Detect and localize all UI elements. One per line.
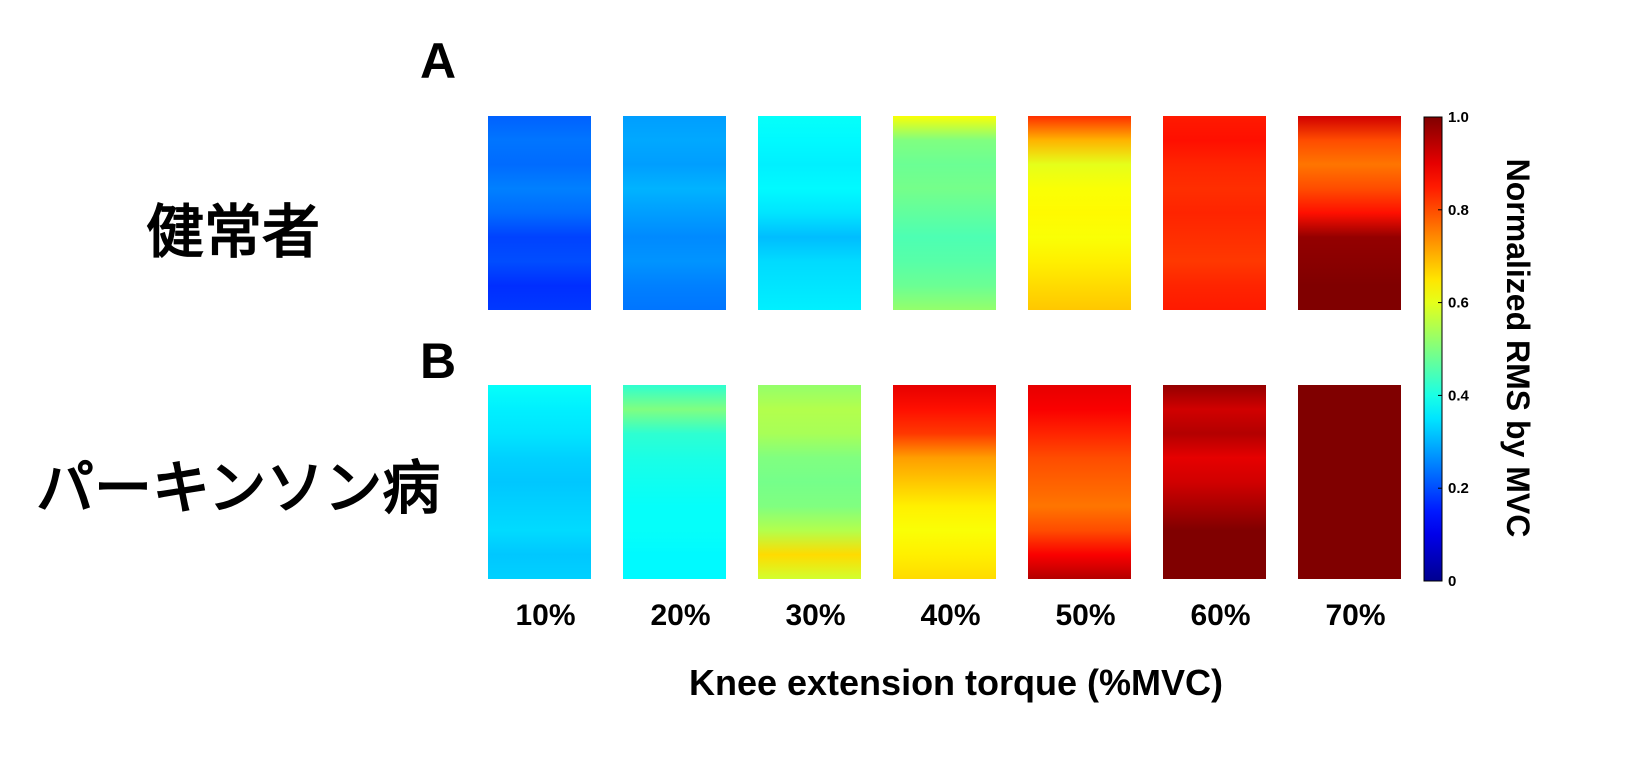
heatmap-cell-a-40pct [893,116,996,310]
colorbar-tick-label: 0 [1448,573,1456,590]
heatmap-cell-b-10pct [488,385,591,579]
panel-letter-b: B [420,333,457,389]
colorbar-gradient [1423,116,1443,582]
heatmap-cell-b-30pct [758,385,861,579]
heatmap-cell-a-10pct [488,116,591,310]
heatmap-cell-a-50pct [1028,116,1131,310]
colorbar-tick-label: 0.8 [1448,202,1469,219]
x-axis-label: Knee extension torque (%MVC) [689,662,1223,703]
heatmap-cell-b-60pct [1163,385,1266,579]
heatmap-cell-b-20pct [623,385,726,579]
group-label-healthy: 健常者 [146,198,321,266]
colorbar-tick-label: 1.0 [1448,109,1469,126]
x-tick-label: 30% [785,599,845,632]
panel-letter-a: A [420,33,457,89]
x-tick-label: 50% [1055,599,1115,632]
x-tick-label: 20% [650,599,710,632]
x-tick-label: 40% [920,599,980,632]
heatmap-cell-a-70pct [1298,116,1401,310]
heatmap-cell-a-30pct [758,116,861,310]
heatmap-cell-b-50pct [1028,385,1131,579]
x-tick-labels: 10% 20% 30% 40% 50% 60% 70% [515,599,1385,632]
heatmap-cell-a-20pct [623,116,726,310]
heatmap-cell-a-60pct [1163,116,1266,310]
x-tick-label: 60% [1190,599,1250,632]
colorbar-ticks: 0 0.2 0.4 0.6 0.8 1.0 [1438,109,1470,590]
x-tick-label: 10% [515,599,575,632]
colorbar-label: Normalized RMS by MVC [1500,159,1536,538]
heatmap-cell-b-70pct [1298,385,1401,579]
colorbar-tick-label: 0.4 [1448,387,1470,404]
colorbar-tick-label: 0.2 [1448,480,1469,497]
x-tick-label: 70% [1325,599,1385,632]
group-label-parkinsons: パーキンソン病 [36,454,441,522]
colorbar-tick-label: 0.6 [1448,295,1469,312]
heatmap-cell-b-40pct [893,385,996,579]
colorbar: 0 0.2 0.4 0.6 0.8 1.0 Normalized RMS by MVC [1423,109,1536,590]
heatmap-cells [488,116,1401,579]
